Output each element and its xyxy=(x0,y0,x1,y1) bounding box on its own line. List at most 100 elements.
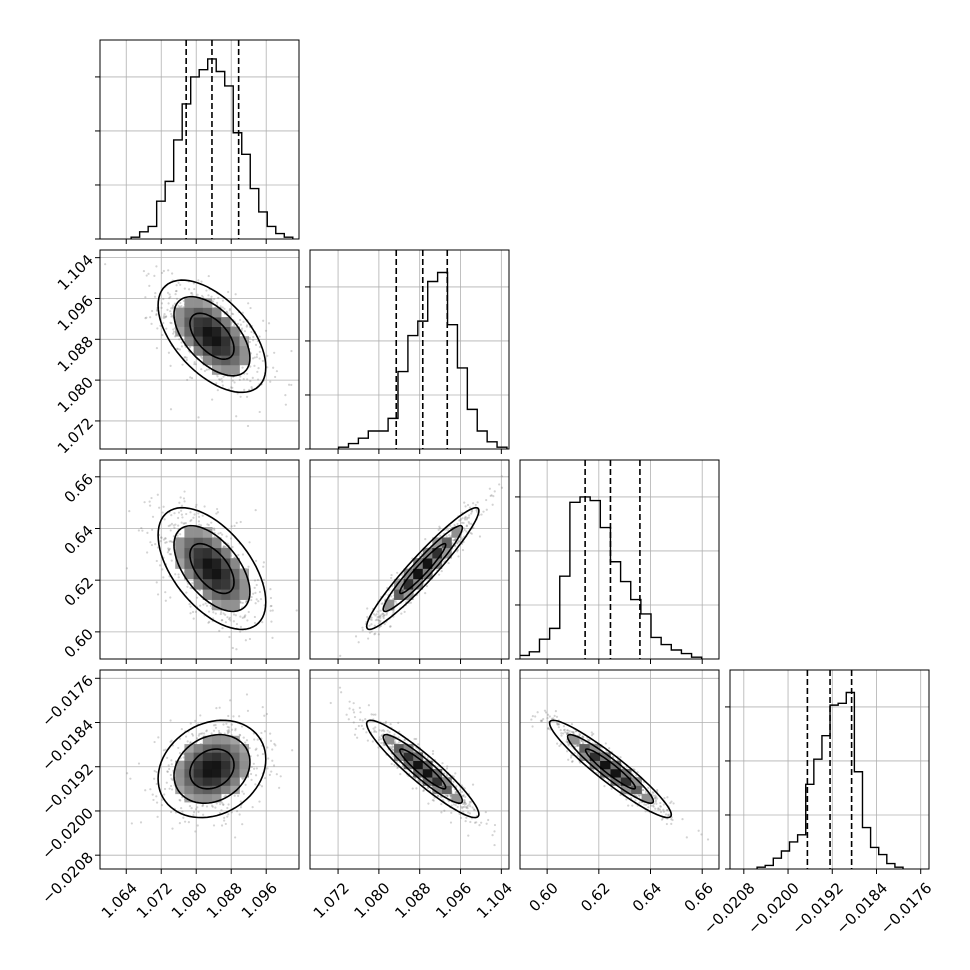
scatter-point xyxy=(473,821,477,824)
density-cell xyxy=(184,793,194,803)
scatter-point xyxy=(203,732,206,735)
scatter-point xyxy=(197,279,200,282)
scatter-point xyxy=(218,378,222,382)
scatter-point xyxy=(200,368,203,371)
scatter-point xyxy=(255,747,258,750)
scatter-point xyxy=(462,810,465,813)
scatter-point xyxy=(555,715,559,718)
scatter-point xyxy=(182,756,185,759)
density-cell xyxy=(230,558,240,569)
scatter-point xyxy=(463,805,466,808)
panel-frame-3-2 xyxy=(519,669,720,870)
scatter-point xyxy=(392,609,395,613)
scatter-point xyxy=(444,528,448,531)
xtick-label-2-3: 0.66 xyxy=(681,879,717,915)
scatter-point xyxy=(171,304,175,307)
density-cell xyxy=(221,599,231,611)
density-3-1 xyxy=(384,735,462,803)
scatter-point xyxy=(379,620,382,623)
scatter-point xyxy=(468,522,471,525)
scatter-point xyxy=(265,712,269,716)
scatter-point xyxy=(639,793,642,796)
scatter-point xyxy=(221,299,225,302)
scatter-point xyxy=(467,811,470,814)
scatter-point xyxy=(459,517,463,521)
scatter-point xyxy=(163,787,167,791)
scatter-point xyxy=(222,375,225,378)
scatter-point xyxy=(187,820,190,824)
scatter-point xyxy=(567,743,570,746)
scatter-point xyxy=(469,805,472,808)
scatter-point xyxy=(377,619,380,622)
density-cell xyxy=(175,785,185,795)
scatter-point xyxy=(417,780,421,783)
scatter-point xyxy=(556,723,559,726)
scatter-point xyxy=(213,535,216,538)
scatter-point xyxy=(169,553,173,556)
scatter-point xyxy=(464,801,467,804)
scatter-point xyxy=(272,366,275,369)
scatter-point xyxy=(166,291,170,294)
scatter-point xyxy=(641,789,644,792)
scatter-point xyxy=(212,724,216,727)
scatter-point xyxy=(566,732,569,736)
scatter-point xyxy=(604,742,607,745)
density-cell xyxy=(202,735,213,745)
scatter-point xyxy=(178,798,181,802)
scatter-point xyxy=(446,765,449,768)
scatter-point xyxy=(170,307,173,310)
contour-3-0-0 xyxy=(189,748,235,790)
scatter-point xyxy=(659,805,662,808)
scatter-point xyxy=(244,741,247,744)
scatter-point xyxy=(663,797,666,800)
density-cell xyxy=(620,777,632,786)
scatter-point xyxy=(560,732,563,735)
scatter-point xyxy=(269,380,272,383)
scatter-point xyxy=(590,734,594,737)
xtick-label-0-2: 1.080 xyxy=(168,879,211,922)
scatter-point xyxy=(466,516,469,519)
scatter-point xyxy=(241,553,245,556)
scatter-point xyxy=(530,718,533,721)
scatter-point xyxy=(390,746,393,749)
scatter-point xyxy=(218,732,221,735)
scatter-point xyxy=(557,723,561,726)
scatter-point xyxy=(150,322,153,325)
scatter-point xyxy=(261,752,264,756)
scatter-point xyxy=(190,292,194,295)
scatter-point xyxy=(159,540,162,543)
density-cell xyxy=(175,307,185,318)
scatter-point xyxy=(542,717,545,721)
scatter-point xyxy=(249,365,252,368)
scatter-point xyxy=(198,732,201,736)
scatter-point xyxy=(231,386,234,389)
scatter-point xyxy=(199,524,203,527)
density-cell xyxy=(230,735,240,745)
scatter-point xyxy=(647,806,650,809)
scatter-point xyxy=(456,542,459,545)
scatter-point xyxy=(240,327,244,330)
scatter-point xyxy=(518,697,520,699)
density-cell xyxy=(184,760,194,770)
scatter-point xyxy=(348,700,351,703)
scatter-point xyxy=(564,731,567,734)
density-cell xyxy=(184,744,194,753)
scatter-point xyxy=(480,821,483,824)
density-cell xyxy=(211,793,222,803)
contour-3-1-1 xyxy=(382,733,464,804)
scatter-point xyxy=(353,715,357,719)
scatter-point xyxy=(493,830,496,833)
scatter-point xyxy=(370,623,373,626)
scatter-point xyxy=(539,719,542,722)
scatter-point xyxy=(140,526,143,530)
scatter-point xyxy=(464,505,467,508)
scatter-point xyxy=(372,713,375,716)
density-cell xyxy=(202,578,213,590)
scatter-point xyxy=(170,559,173,562)
density-cell xyxy=(641,793,653,803)
scatter-point xyxy=(194,610,198,613)
scatter-point xyxy=(670,822,673,825)
scatter-point xyxy=(266,767,269,770)
scatter-point xyxy=(670,818,673,821)
scatter-point xyxy=(219,803,222,806)
